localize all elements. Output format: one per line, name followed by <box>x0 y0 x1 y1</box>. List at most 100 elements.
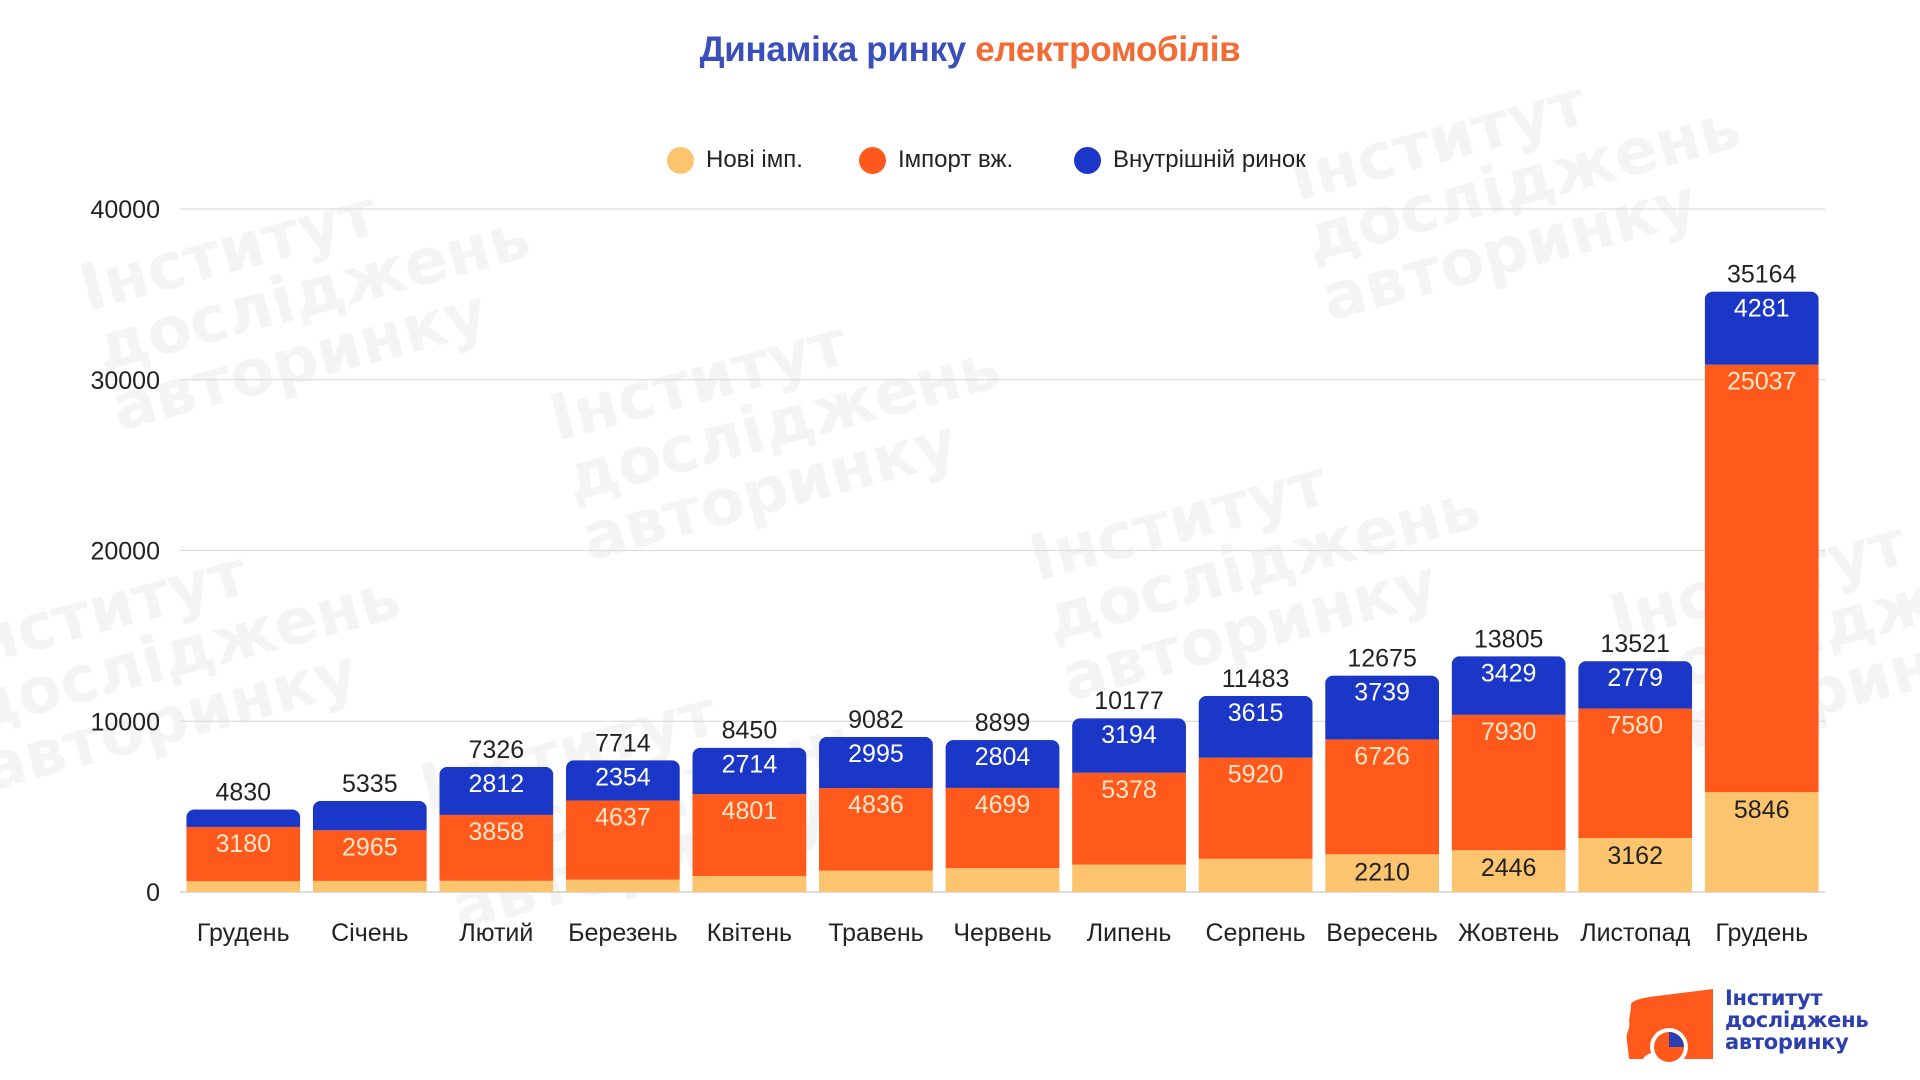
bar-stack[interactable]: 5920 3615 11483 <box>1198 665 1313 892</box>
bar-segment-domestic[interactable] <box>186 809 301 827</box>
bar-segment-domestic[interactable] <box>312 800 427 831</box>
bar-total-label: 9082 <box>848 706 904 734</box>
bar-stack[interactable]: 4699 2804 8899 <box>945 709 1060 892</box>
bar-segment-domestic[interactable] <box>1578 661 1693 709</box>
bar-segment-used-imports[interactable] <box>819 788 933 871</box>
bar-total-label: 8899 <box>975 709 1031 737</box>
legend-dot-new-imports-icon <box>667 146 694 174</box>
bar-total-label: 7714 <box>595 729 651 757</box>
bar-segment-label: 25037 <box>1727 368 1797 396</box>
bar-segment-new-imports[interactable] <box>692 876 807 892</box>
bar-segment-used-imports[interactable] <box>312 830 427 881</box>
bar-segment-label: 3429 <box>1481 659 1537 687</box>
bar-segment-domestic[interactable] <box>1704 291 1819 365</box>
bar-segment-domestic[interactable] <box>1325 675 1440 740</box>
bar-total-label: 13805 <box>1474 625 1544 653</box>
bar-total-label: 35164 <box>1727 261 1797 289</box>
bar-segment-new-imports[interactable] <box>1451 850 1566 892</box>
bar-segment-label: 2812 <box>469 770 525 798</box>
bar-segment-domestic[interactable] <box>565 760 680 801</box>
bar-segment-new-imports[interactable] <box>1325 854 1440 892</box>
bar-segment-used-imports[interactable] <box>1578 708 1693 839</box>
bar-segment-label: 2354 <box>595 763 651 791</box>
bar-segment-used-imports[interactable] <box>1451 714 1566 851</box>
bar-segment-new-imports[interactable] <box>439 880 554 892</box>
bar-stack[interactable]: 4836 2995 9082 <box>819 706 933 892</box>
legend-dot-used-imports-icon <box>859 146 886 174</box>
bar-segment-label: 5920 <box>1228 761 1284 789</box>
bar-segment-domestic[interactable] <box>945 740 1060 788</box>
logo-line1: Інститут <box>1725 986 1823 1010</box>
bar-stack[interactable]: 3858 2812 7326 <box>439 736 554 892</box>
x-tick-label: Грудень <box>1715 919 1808 947</box>
bar-segment-new-imports[interactable] <box>1578 838 1693 892</box>
bar-segment-used-imports[interactable] <box>186 826 301 882</box>
bar-segment-label: 3162 <box>1607 842 1663 870</box>
bar-segment-label: 2714 <box>722 751 778 779</box>
bar-stack[interactable]: 2446 7930 3429 13805 <box>1451 625 1566 892</box>
legend-label: Імпорт вж. <box>898 146 1014 173</box>
bar-total-label: 8450 <box>722 717 778 745</box>
bar-stack[interactable]: 4637 2354 7714 <box>565 729 680 892</box>
bar-segment-used-imports[interactable] <box>692 794 807 877</box>
bar-segment-label: 7930 <box>1481 718 1537 746</box>
bar-segment-used-imports[interactable] <box>945 787 1060 869</box>
bar-segment-label: 4801 <box>722 797 778 825</box>
bar-segment-label: 5846 <box>1734 796 1790 824</box>
bar-total-label: 13521 <box>1600 630 1670 658</box>
x-tick-label: Січень <box>331 919 408 947</box>
bar-stack[interactable]: 3162 7580 2779 13521 <box>1578 630 1693 892</box>
bar-segment-label: 3858 <box>469 818 525 846</box>
bar-segment-domestic[interactable] <box>439 766 554 815</box>
bar-stack[interactable]: 2210 6726 3739 12675 <box>1325 645 1440 892</box>
bar-segment-used-imports[interactable] <box>1704 364 1819 793</box>
logo-text: Інститут досліджень авторинку <box>1725 986 1869 1053</box>
bar-stack[interactable]: 5846 25037 4281 35164 <box>1704 261 1819 892</box>
y-tick-label: 20000 <box>90 538 160 566</box>
bar-stack[interactable]: 2965 5335 <box>312 770 427 892</box>
bar-segment-domestic[interactable] <box>1198 695 1313 758</box>
legend-label: Нові імп. <box>706 146 803 173</box>
legend-dot-domestic-icon <box>1074 146 1101 174</box>
bar-segment-label: 6726 <box>1354 742 1410 770</box>
y-tick-label: 30000 <box>90 367 160 395</box>
bar-segment-domestic[interactable] <box>1072 718 1186 773</box>
bar-segment-used-imports[interactable] <box>1198 757 1313 859</box>
chart-title: Динаміка ринку електромобілів <box>0 30 1920 70</box>
institute-logo: Інститут досліджень авторинку <box>1625 985 1905 1065</box>
bar-segment-used-imports[interactable] <box>565 800 680 880</box>
bar-segment-used-imports[interactable] <box>1072 772 1186 865</box>
bar-segment-domestic[interactable] <box>1451 656 1566 715</box>
legend-item-new-imports[interactable]: Нові імп. <box>667 143 803 177</box>
bar-segment-domestic[interactable] <box>819 736 933 789</box>
x-tick-label: Жовтень <box>1458 919 1559 947</box>
bar-segment-label: 3739 <box>1354 679 1410 707</box>
y-tick-label: 0 <box>146 879 160 907</box>
bar-segment-new-imports[interactable] <box>186 881 301 892</box>
bar-stack[interactable]: 4801 2714 8450 <box>692 717 807 892</box>
bar-segment-used-imports[interactable] <box>1325 739 1440 855</box>
bar-segment-new-imports[interactable] <box>312 880 427 892</box>
bar-total-label: 10177 <box>1094 687 1164 715</box>
bar-segment-new-imports[interactable] <box>1072 864 1186 892</box>
bar-stack[interactable]: 3180 4830 <box>186 779 301 892</box>
legend-item-used-imports[interactable]: Імпорт вж. <box>859 143 1013 177</box>
bar-total-label: 4830 <box>215 779 271 807</box>
bar-segment-new-imports[interactable] <box>1704 792 1819 892</box>
logo-line2: досліджень <box>1725 1008 1869 1032</box>
bar-segment-new-imports[interactable] <box>1198 858 1313 892</box>
bars: 3180 4830 2965 5335 3858 2812 7326 4637 2354 7714… <box>186 261 1819 892</box>
bar-segment-used-imports[interactable] <box>439 814 554 881</box>
bar-stack[interactable]: 5378 3194 10177 <box>1072 687 1186 892</box>
bar-segment-label: 2446 <box>1481 854 1537 882</box>
bar-segment-label: 5378 <box>1101 776 1157 804</box>
legend-item-domestic[interactable]: Внутрішній ринок <box>1074 143 1306 177</box>
bar-total-label: 7326 <box>469 736 525 764</box>
bar-segment-new-imports[interactable] <box>565 879 680 892</box>
bar-segment-new-imports[interactable] <box>945 868 1060 892</box>
bar-segment-label: 3180 <box>215 830 271 858</box>
bar-segment-domestic[interactable] <box>692 747 807 795</box>
x-tick-label: Вересень <box>1326 919 1438 947</box>
legend-label: Внутрішній ринок <box>1113 146 1306 173</box>
bar-segment-new-imports[interactable] <box>819 870 933 892</box>
